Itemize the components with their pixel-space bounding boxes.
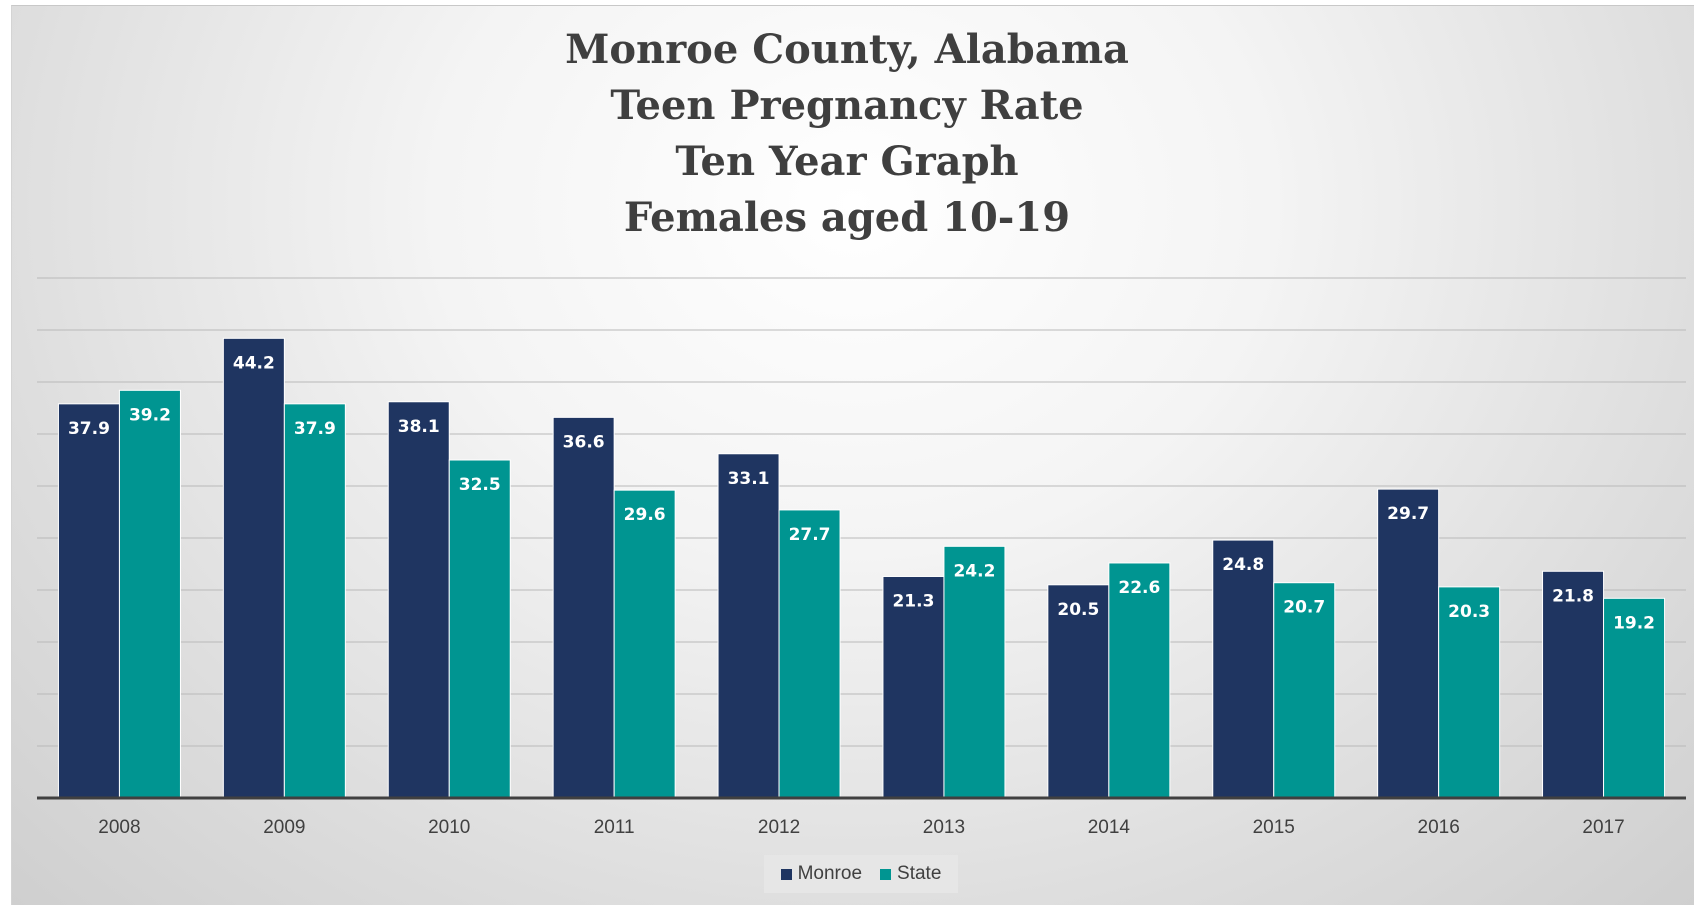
title-line-4: Females aged 10-19 bbox=[623, 194, 1071, 241]
x-tick-label-2010: 2010 bbox=[428, 817, 470, 838]
bar-monroe-2009 bbox=[222, 337, 285, 799]
legend-item-monroe: Monroe bbox=[780, 863, 863, 885]
bar-state-2009 bbox=[283, 403, 346, 799]
bar-state-2012 bbox=[778, 509, 841, 799]
bar-monroe-2010 bbox=[387, 401, 450, 799]
bar-state-2008 bbox=[118, 389, 181, 799]
data-label-state-2009: 37.9 bbox=[294, 419, 336, 439]
data-label-monroe-2009: 44.2 bbox=[233, 353, 275, 373]
data-label-monroe-2010: 38.1 bbox=[398, 417, 440, 437]
x-tick-label-2011: 2011 bbox=[594, 817, 635, 838]
data-label-monroe-2017: 21.8 bbox=[1552, 586, 1594, 606]
data-label-monroe-2014: 20.5 bbox=[1057, 600, 1099, 620]
legend-swatch-monroe bbox=[780, 868, 792, 880]
data-label-monroe-2015: 24.8 bbox=[1222, 555, 1264, 575]
x-tick-label-2015: 2015 bbox=[1253, 817, 1295, 838]
title-line-1: Monroe County, Alabama bbox=[565, 26, 1129, 73]
bar-monroe-2016 bbox=[1377, 488, 1440, 799]
legend-label-monroe: Monroe bbox=[797, 863, 863, 884]
x-tick-label-2017: 2017 bbox=[1582, 817, 1624, 838]
legend-item-state: State bbox=[880, 863, 941, 885]
data-label-monroe-2011: 36.6 bbox=[563, 432, 605, 452]
bar-state-2016 bbox=[1438, 586, 1501, 799]
bar-state-2015 bbox=[1273, 582, 1336, 799]
data-label-state-2016: 20.3 bbox=[1448, 602, 1490, 622]
legend-swatch-state bbox=[880, 868, 892, 880]
data-label-monroe-2012: 33.1 bbox=[728, 469, 770, 489]
bar-state-2011 bbox=[613, 489, 676, 799]
x-tick-label-2016: 2016 bbox=[1418, 817, 1460, 838]
x-tick-label-2008: 2008 bbox=[98, 817, 140, 838]
bar-state-2013 bbox=[943, 545, 1006, 799]
data-label-state-2011: 29.6 bbox=[624, 505, 666, 525]
bar-monroe-2015 bbox=[1212, 539, 1275, 799]
x-tick-label-2013: 2013 bbox=[923, 817, 965, 838]
x-tick-label-2014: 2014 bbox=[1088, 817, 1131, 838]
data-label-state-2013: 24.2 bbox=[953, 561, 995, 581]
bar-monroe-2017 bbox=[1542, 570, 1605, 799]
legend-label-state: State bbox=[897, 863, 942, 884]
title-line-3: Ten Year Graph bbox=[675, 138, 1019, 185]
bar-monroe-2013 bbox=[882, 575, 945, 799]
x-tick-label-2012: 2012 bbox=[758, 817, 800, 838]
data-label-state-2010: 32.5 bbox=[459, 475, 501, 495]
data-label-state-2008: 39.2 bbox=[129, 405, 171, 425]
bar-monroe-2008 bbox=[57, 403, 120, 799]
bar-state-2010 bbox=[448, 459, 511, 799]
data-label-state-2017: 19.2 bbox=[1613, 613, 1655, 633]
data-label-state-2014: 22.6 bbox=[1118, 578, 1160, 598]
title-line-2: Teen Pregnancy Rate bbox=[610, 82, 1084, 129]
data-label-state-2012: 27.7 bbox=[789, 525, 831, 545]
bar-state-2014 bbox=[1108, 562, 1171, 799]
bar-monroe-2012 bbox=[717, 453, 780, 799]
data-label-monroe-2016: 29.7 bbox=[1387, 504, 1429, 524]
chart-title: Monroe County, Alabama Teen Pregnancy Ra… bbox=[0, 22, 1694, 246]
x-tick-label-2009: 2009 bbox=[263, 817, 305, 838]
bar-state-2017 bbox=[1603, 597, 1666, 799]
data-label-monroe-2008: 37.9 bbox=[68, 419, 110, 439]
data-label-monroe-2013: 21.3 bbox=[892, 591, 934, 611]
legend: Monroe State bbox=[764, 855, 958, 893]
data-label-state-2015: 20.7 bbox=[1283, 598, 1325, 618]
bar-monroe-2011 bbox=[552, 416, 615, 799]
